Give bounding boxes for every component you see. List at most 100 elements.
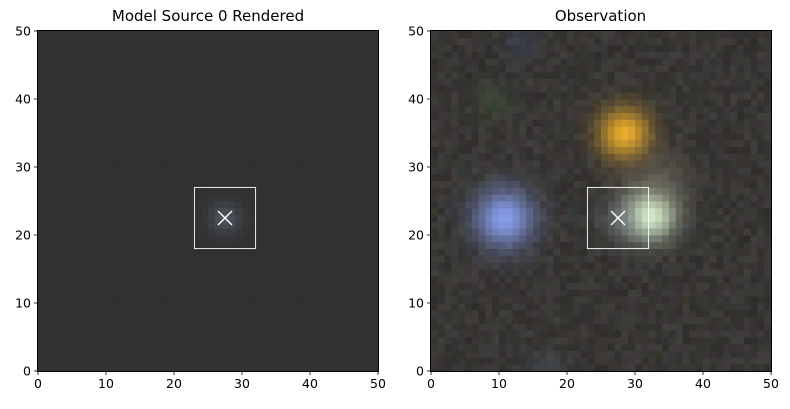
image-pixel: [615, 303, 622, 310]
image-pixel: [662, 317, 669, 324]
image-pixel: [737, 344, 744, 351]
image-pixel: [669, 357, 676, 364]
image-pixel: [310, 221, 317, 228]
image-pixel: [669, 337, 676, 344]
image-pixel: [358, 167, 365, 174]
image-pixel: [364, 364, 371, 371]
image-pixel: [703, 337, 710, 344]
image-pixel: [621, 215, 628, 222]
image-pixel: [58, 119, 65, 126]
image-pixel: [615, 58, 622, 65]
image-pixel: [567, 296, 574, 303]
image-pixel: [703, 289, 710, 296]
image-pixel: [208, 255, 215, 262]
image-pixel: [451, 126, 458, 133]
image-pixel: [479, 147, 486, 154]
image-pixel: [574, 72, 581, 79]
image-pixel: [540, 38, 547, 45]
image-pixel: [351, 296, 358, 303]
image-pixel: [553, 249, 560, 256]
image-pixel: [553, 242, 560, 249]
image-pixel: [608, 119, 615, 126]
image-pixel: [560, 337, 567, 344]
image-pixel: [757, 58, 764, 65]
image-pixel: [283, 38, 290, 45]
image-pixel: [710, 269, 717, 276]
image-pixel: [296, 38, 303, 45]
image-pixel: [99, 51, 106, 58]
image-pixel: [764, 255, 771, 262]
image-pixel: [601, 357, 608, 364]
image-pixel: [662, 113, 669, 120]
image-pixel: [201, 344, 208, 351]
image-pixel: [689, 99, 696, 106]
image-pixel: [492, 276, 499, 283]
image-pixel: [167, 269, 174, 276]
image-pixel: [45, 147, 52, 154]
image-pixel: [79, 330, 86, 337]
image-pixel: [283, 106, 290, 113]
image-pixel: [737, 317, 744, 324]
image-pixel: [560, 72, 567, 79]
image-pixel: [296, 317, 303, 324]
image-pixel: [445, 133, 452, 140]
image-pixel: [744, 296, 751, 303]
image-pixel: [513, 106, 520, 113]
image-pixel: [594, 106, 601, 113]
image-pixel: [519, 249, 526, 256]
image-pixel: [228, 289, 235, 296]
image-pixel: [703, 181, 710, 188]
image-pixel: [560, 119, 567, 126]
image-pixel: [310, 106, 317, 113]
image-pixel: [194, 255, 201, 262]
image-pixel: [126, 153, 133, 160]
image-pixel: [222, 133, 229, 140]
image-pixel: [337, 119, 344, 126]
image-pixel: [113, 310, 120, 317]
image-pixel: [717, 249, 724, 256]
image-pixel: [269, 357, 276, 364]
image-pixel: [581, 92, 588, 99]
image-pixel: [499, 201, 506, 208]
image-pixel: [106, 215, 113, 222]
image-pixel: [235, 283, 242, 290]
image-pixel: [58, 351, 65, 358]
image-pixel: [303, 208, 310, 215]
image-pixel: [642, 283, 649, 290]
image-pixel: [662, 181, 669, 188]
image-pixel: [451, 45, 458, 52]
image-pixel: [167, 323, 174, 330]
image-pixel: [655, 194, 662, 201]
image-pixel: [560, 65, 567, 72]
image-pixel: [337, 99, 344, 106]
image-pixel: [113, 289, 120, 296]
image-pixel: [492, 215, 499, 222]
image-pixel: [587, 228, 594, 235]
image-pixel: [283, 337, 290, 344]
image-pixel: [201, 337, 208, 344]
image-pixel: [140, 269, 147, 276]
image-pixel: [201, 235, 208, 242]
image-pixel: [594, 167, 601, 174]
image-pixel: [608, 249, 615, 256]
image-pixel: [723, 337, 730, 344]
image-pixel: [655, 310, 662, 317]
image-pixel: [519, 296, 526, 303]
image-pixel: [472, 113, 479, 120]
image-pixel: [296, 228, 303, 235]
image-pixel: [635, 242, 642, 249]
image-pixel: [669, 113, 676, 120]
image-pixel: [371, 337, 378, 344]
image-pixel: [683, 357, 690, 364]
image-pixel: [351, 201, 358, 208]
image-pixel: [601, 323, 608, 330]
image-pixel: [269, 215, 276, 222]
image-pixel: [283, 126, 290, 133]
image-pixel: [764, 303, 771, 310]
image-pixel: [358, 187, 365, 194]
image-pixel: [744, 235, 751, 242]
image-pixel: [351, 215, 358, 222]
image-pixel: [262, 208, 269, 215]
image-pixel: [235, 51, 242, 58]
image-pixel: [513, 31, 520, 38]
